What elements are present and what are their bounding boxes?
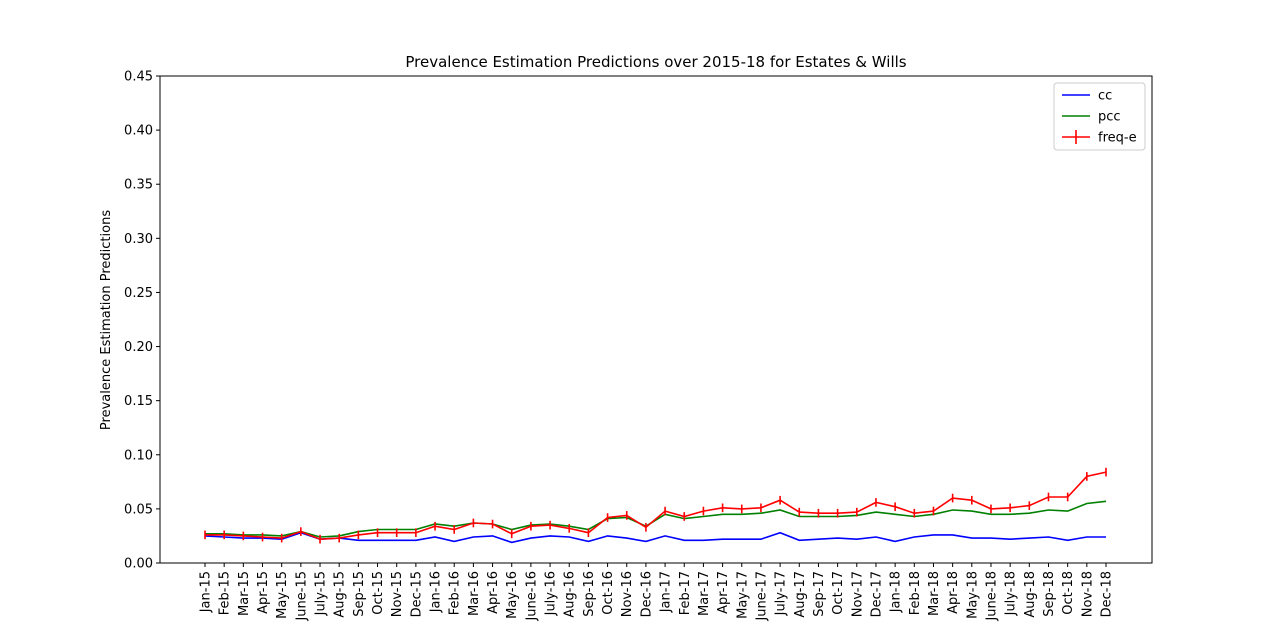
- x-tick-label: Mar-17: [697, 571, 712, 616]
- x-tick-label: Nov-16: [620, 571, 635, 617]
- x-tick-label: Aug-17: [793, 571, 808, 618]
- x-tick-label: June-18: [984, 571, 999, 622]
- chart-title: Prevalence Estimation Predictions over 2…: [405, 53, 906, 71]
- x-tick-label: Feb-15: [218, 571, 233, 615]
- x-tick-label: Oct-15: [371, 571, 386, 615]
- x-tick-label: Oct-16: [601, 571, 616, 615]
- x-tick-label: Dec-16: [639, 571, 654, 617]
- x-tick-label: Apr-18: [946, 571, 961, 614]
- x-tick-label: June-15: [294, 571, 309, 622]
- x-tick-label: Aug-15: [333, 571, 348, 618]
- x-tick-label: May-15: [275, 571, 290, 619]
- x-tick-label: July-16: [544, 571, 559, 616]
- y-tick-label: 0.35: [124, 178, 153, 193]
- y-tick-label: 0.00: [124, 557, 153, 572]
- x-tick-label: Apr-16: [486, 571, 501, 614]
- x-tick-label: June-17: [754, 571, 769, 622]
- x-tick-label: Sep-16: [582, 571, 597, 617]
- x-tick-label: Dec-17: [869, 571, 884, 617]
- x-tick-label: Apr-15: [256, 571, 271, 614]
- line-series: [205, 500, 1107, 538]
- y-axis-label: Prevalence Estimation Predictions: [99, 210, 114, 430]
- plot-frame: [159, 75, 1153, 564]
- x-tick-label: Jan-15: [199, 571, 214, 613]
- x-tick-label: Nov-18: [1080, 571, 1095, 617]
- legend-label: freq-e: [1098, 131, 1137, 146]
- y-tick-label: 0.25: [124, 286, 153, 301]
- x-tick-label: Dec-18: [1100, 571, 1115, 617]
- x-tick-label: June-16: [524, 571, 539, 622]
- x-tick-label: Feb-17: [678, 571, 693, 615]
- x-tick-label: Sep-18: [1042, 571, 1057, 617]
- x-tick-label: Jan-16: [429, 571, 444, 613]
- y-tick-label: 0.30: [124, 232, 153, 247]
- y-tick-label: 0.15: [124, 394, 153, 409]
- legend-label: cc: [1098, 89, 1112, 104]
- x-tick-label: July-17: [774, 571, 789, 616]
- x-tick-label: Nov-15: [390, 571, 405, 617]
- x-tick-label: Jan-17: [659, 571, 674, 613]
- x-tick-label: Feb-16: [448, 571, 463, 615]
- y-tick-label: 0.45: [124, 70, 153, 85]
- y-tick-label: 0.05: [124, 502, 153, 517]
- x-tick-label: July-18: [1004, 571, 1019, 616]
- y-tick-label: 0.20: [124, 340, 153, 355]
- x-tick-label: Jan-18: [889, 571, 904, 613]
- y-tick-label: 0.10: [124, 448, 153, 463]
- x-tick-label: Apr-17: [716, 571, 731, 614]
- x-tick-label: May-18: [965, 571, 980, 619]
- x-tick-label: May-17: [735, 571, 750, 619]
- x-tick-label: Aug-18: [1023, 571, 1038, 618]
- x-tick-label: Sep-15: [352, 571, 367, 617]
- line-series: [205, 471, 1107, 541]
- y-tick-label: 0.40: [124, 124, 153, 139]
- x-tick-label: May-16: [505, 571, 520, 619]
- x-tick-label: Mar-15: [237, 571, 252, 616]
- x-tick-label: Mar-18: [927, 571, 942, 616]
- x-tick-label: Mar-16: [467, 571, 482, 616]
- x-tick-label: Oct-18: [1061, 571, 1076, 615]
- x-tick-label: Dec-15: [409, 571, 424, 617]
- x-tick-label: Feb-18: [908, 571, 923, 615]
- line-series: [204, 531, 1106, 544]
- x-tick-label: Oct-17: [831, 571, 846, 615]
- x-tick-label: July-15: [314, 571, 329, 616]
- legend-label: pcc: [1098, 110, 1121, 125]
- x-tick-label: Aug-16: [563, 571, 578, 618]
- x-tick-label: Nov-17: [850, 571, 865, 617]
- x-tick-label: Sep-17: [812, 571, 827, 617]
